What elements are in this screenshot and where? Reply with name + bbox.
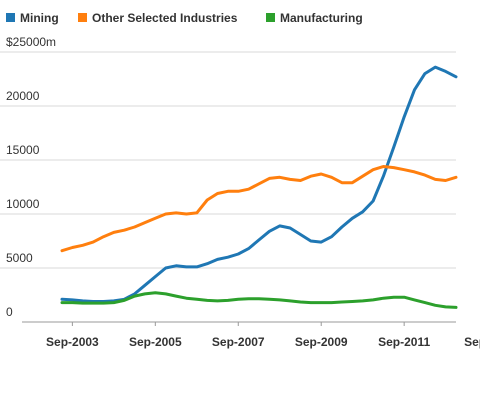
legend-item-0: Mining — [6, 11, 59, 25]
x-tick-label: Sep-2003 — [46, 335, 99, 349]
x-tick-label: Sep-2011 — [378, 335, 430, 349]
series-line-manufacturing — [60, 291, 458, 309]
y-axis-tick-labels: 0 5000 10000 15000 20000 $25000m — [6, 35, 56, 319]
y-tick-label: 15000 — [6, 143, 40, 157]
x-axis-tick-labels: Sep-2003 Sep-2005 Sep-2007 Sep-2009 Sep-2011… — [46, 322, 480, 349]
x-tick-label: Sep-2005 — [129, 335, 182, 349]
legend-label: Other Selected Industries — [92, 11, 238, 25]
y-tick-label: 5000 — [6, 251, 33, 265]
x-tick-label: Sep-2009 — [295, 335, 348, 349]
y-gridlines — [0, 51, 456, 269]
legend-label: Mining — [20, 11, 59, 25]
series-lines — [60, 65, 458, 309]
y-tick-label: 0 — [6, 305, 13, 319]
legend-item-2: Manufacturing — [266, 11, 363, 25]
legend-swatch — [78, 13, 87, 22]
legend-swatch — [6, 13, 15, 22]
chart-legend: Mining Other Selected Industries Manufactu… — [6, 11, 363, 25]
legend-swatch — [266, 13, 275, 22]
y-tick-label: 20000 — [6, 89, 40, 103]
y-tick-label: $25000m — [6, 35, 56, 49]
y-tick-label: 10000 — [6, 197, 40, 211]
legend-label: Manufacturing — [280, 11, 363, 25]
x-tick-label: Sep-2007 — [212, 335, 265, 349]
series-line-other-selected-industries — [60, 165, 458, 253]
legend-item-1: Other Selected Industries — [78, 11, 238, 25]
x-tick-label: Sep-201 — [464, 335, 480, 349]
